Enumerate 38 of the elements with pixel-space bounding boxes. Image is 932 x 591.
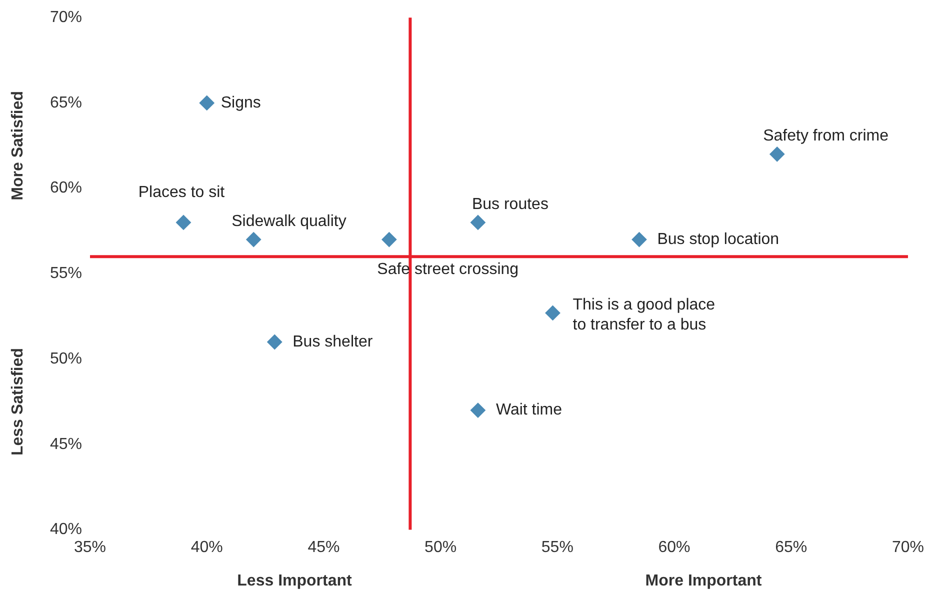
- series-label: Places to sit: [138, 184, 226, 201]
- x-tick-label: 65%: [775, 538, 808, 556]
- y-tick-label: 55%: [50, 265, 82, 282]
- y-tick-label: 65%: [50, 94, 82, 112]
- x-tick-label: 40%: [190, 538, 223, 556]
- y-tick-label: 60%: [50, 180, 82, 197]
- point: [770, 146, 785, 162]
- series-label: Bus stop location: [657, 230, 780, 248]
- y-tick-label: 70%: [50, 9, 82, 26]
- point: [267, 334, 282, 350]
- x-tick-label: 45%: [308, 538, 340, 556]
- point: [632, 232, 647, 248]
- x-tick-label: 60%: [658, 538, 690, 556]
- series-label: Sidewalk quality: [232, 212, 346, 230]
- text: More Important: [645, 572, 762, 590]
- point: [470, 402, 486, 418]
- point: [199, 95, 214, 110]
- series-label: Bus shelter: [292, 333, 374, 350]
- y-tick-label: 50%: [50, 350, 82, 368]
- point: [176, 214, 191, 230]
- point: [246, 232, 262, 248]
- series-label: This is a good place to transfer to a bus: [572, 296, 716, 334]
- x-tick-label: 70%: [892, 538, 924, 556]
- point: [382, 232, 397, 248]
- text: More Satisfied: [9, 90, 26, 200]
- series-label: Signs: [220, 94, 261, 112]
- point: [545, 305, 560, 320]
- series-label: Wait time: [496, 402, 562, 419]
- y-tick-label: 45%: [50, 436, 82, 453]
- x-tick-label: 55%: [541, 538, 574, 556]
- text: Less Satisfied: [9, 348, 26, 456]
- series-label: Bus routes: [472, 196, 548, 213]
- y-tick-label: 40%: [50, 521, 82, 538]
- x-tick-label: 35%: [74, 538, 106, 556]
- point: [470, 214, 486, 230]
- x-tick-label: 50%: [424, 538, 457, 556]
- text: Less Important: [237, 572, 353, 590]
- series-label: Safety from crime: [763, 128, 889, 145]
